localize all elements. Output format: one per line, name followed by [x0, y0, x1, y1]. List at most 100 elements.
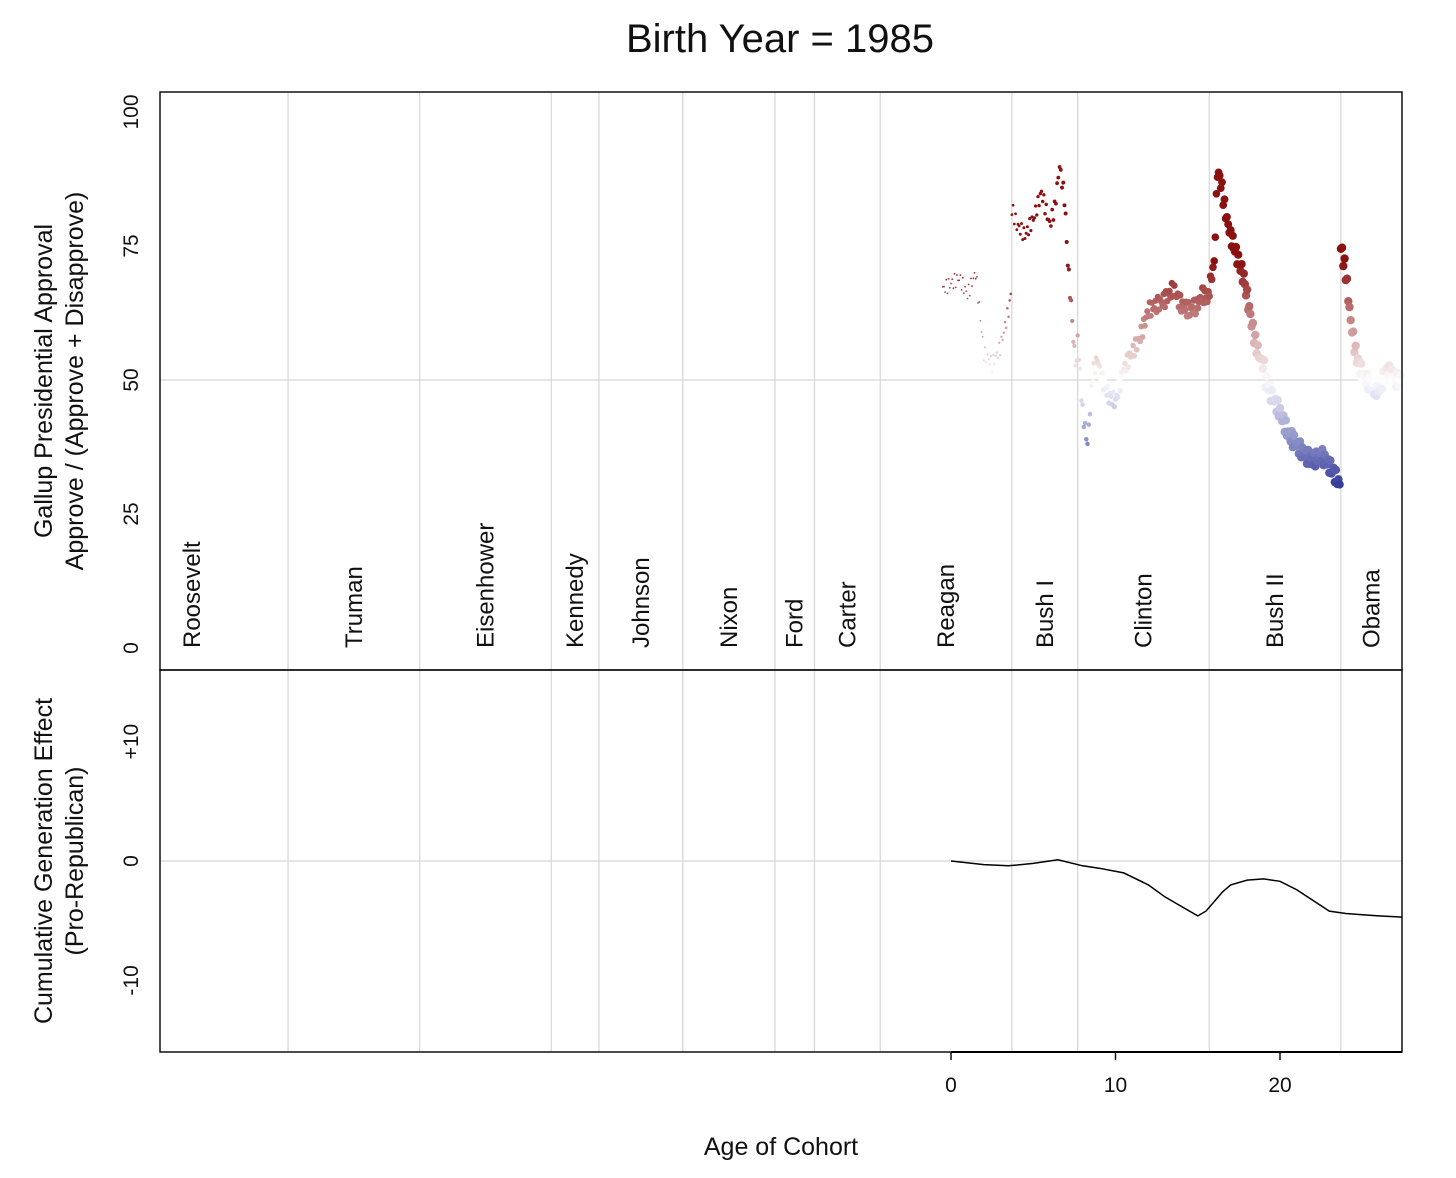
approval-point	[1043, 211, 1047, 216]
approval-point	[1012, 222, 1016, 226]
generation-y-tick-label: 0	[120, 855, 143, 867]
approval-y-axis-title: Gallup Presidential Approval Approve / (…	[30, 192, 89, 571]
approval-point	[965, 290, 968, 292]
approval-y-tick-label: 100	[120, 94, 143, 129]
approval-point	[958, 279, 961, 282]
approval-point	[984, 346, 987, 349]
approval-point	[1090, 379, 1095, 385]
approval-point	[1222, 212, 1231, 221]
president-label: Eisenhower	[473, 523, 500, 648]
approval-point	[1207, 275, 1216, 284]
approval-point	[1137, 338, 1144, 345]
approval-point	[970, 277, 972, 280]
approval-point	[967, 283, 970, 286]
approval-point	[1215, 171, 1224, 180]
approval-point	[1234, 250, 1243, 259]
approval-point	[1326, 456, 1335, 465]
generation-y-tick-label: +10	[120, 724, 143, 760]
approval-point	[1188, 303, 1196, 311]
approval-point	[972, 277, 975, 280]
approval-point	[1091, 360, 1097, 366]
approval-point	[1088, 383, 1094, 389]
approval-point	[953, 272, 956, 275]
approval-point	[988, 363, 991, 366]
approval-point	[1077, 366, 1083, 371]
approval-y-axis: 0 25 50 75 100	[120, 94, 143, 653]
approval-point	[1111, 404, 1117, 410]
approval-point	[1037, 203, 1041, 208]
approval-point	[943, 285, 945, 288]
approval-point	[1079, 398, 1084, 403]
approval-point	[1194, 304, 1202, 312]
approval-point	[1023, 237, 1027, 240]
approval-point	[1099, 370, 1105, 376]
approval-point	[1063, 211, 1068, 216]
approval-point	[1076, 357, 1082, 363]
approval-point	[1072, 343, 1077, 348]
approval-point	[971, 285, 973, 287]
approval-point	[1331, 465, 1341, 475]
approval-point	[946, 292, 949, 295]
approval-point	[1042, 193, 1046, 197]
approval-point	[968, 294, 971, 297]
approval-point	[1069, 298, 1074, 303]
approval-y-tick-label: 75	[120, 234, 143, 257]
generation-ylabel-line-1: Cumulative Generation Effect	[30, 698, 58, 1024]
approval-point	[1350, 347, 1359, 357]
approval-point	[987, 358, 990, 361]
approval-point	[998, 341, 1001, 345]
approval-point	[1062, 203, 1067, 208]
approval-point	[1020, 222, 1023, 226]
approval-point	[947, 277, 950, 280]
approval-point	[1061, 180, 1066, 185]
approval-point	[1058, 167, 1063, 172]
president-label: Roosevelt	[179, 541, 206, 648]
president-label: Obama	[1358, 569, 1385, 648]
approval-y-tick-label: 25	[120, 502, 143, 525]
approval-point	[1080, 402, 1085, 407]
approval-point	[956, 274, 958, 276]
approval-point	[1166, 287, 1173, 295]
approval-point	[981, 335, 984, 338]
approval-point	[1008, 299, 1012, 302]
approval-point	[1211, 233, 1220, 242]
approval-point	[1275, 403, 1285, 413]
president-label: Carter	[834, 581, 861, 648]
approval-point	[1003, 320, 1007, 324]
approval-point	[1396, 371, 1405, 380]
approval-point	[1115, 394, 1121, 400]
approval-point	[1246, 309, 1255, 319]
approval-point	[975, 275, 978, 278]
approval-point	[991, 370, 994, 373]
approval-point	[1049, 224, 1053, 228]
president-label: Kennedy	[562, 553, 589, 648]
approval-point	[992, 353, 995, 356]
approval-point	[1248, 318, 1258, 328]
approval-point	[1050, 207, 1055, 212]
approval-point	[1131, 352, 1138, 359]
generation-y-tick-label: -10	[120, 965, 143, 995]
approval-point	[1081, 424, 1087, 430]
generation-effect-line	[950, 859, 1402, 918]
approval-point	[963, 292, 965, 294]
approval-point	[1064, 239, 1069, 245]
approval-point	[1253, 341, 1263, 350]
approval-point	[1378, 384, 1387, 393]
approval-point	[1002, 331, 1006, 334]
approval-point	[1000, 335, 1003, 339]
approval-point	[1220, 195, 1229, 204]
approval-point	[1044, 202, 1048, 207]
president-label: Truman	[341, 566, 368, 648]
approval-point	[1055, 181, 1059, 186]
president-label: Reagan	[933, 564, 960, 648]
approval-point	[1032, 216, 1037, 220]
approval-point	[1082, 420, 1088, 426]
approval-point	[1133, 346, 1140, 353]
approval-point	[1022, 226, 1026, 230]
approval-point	[948, 286, 951, 289]
approval-point	[1228, 231, 1237, 240]
approval-point	[950, 282, 952, 285]
chart-title: Birth Year = 1985	[626, 17, 934, 61]
president-label: Nixon	[716, 587, 743, 648]
age-x-axis: 0 10 20	[945, 1051, 1402, 1097]
